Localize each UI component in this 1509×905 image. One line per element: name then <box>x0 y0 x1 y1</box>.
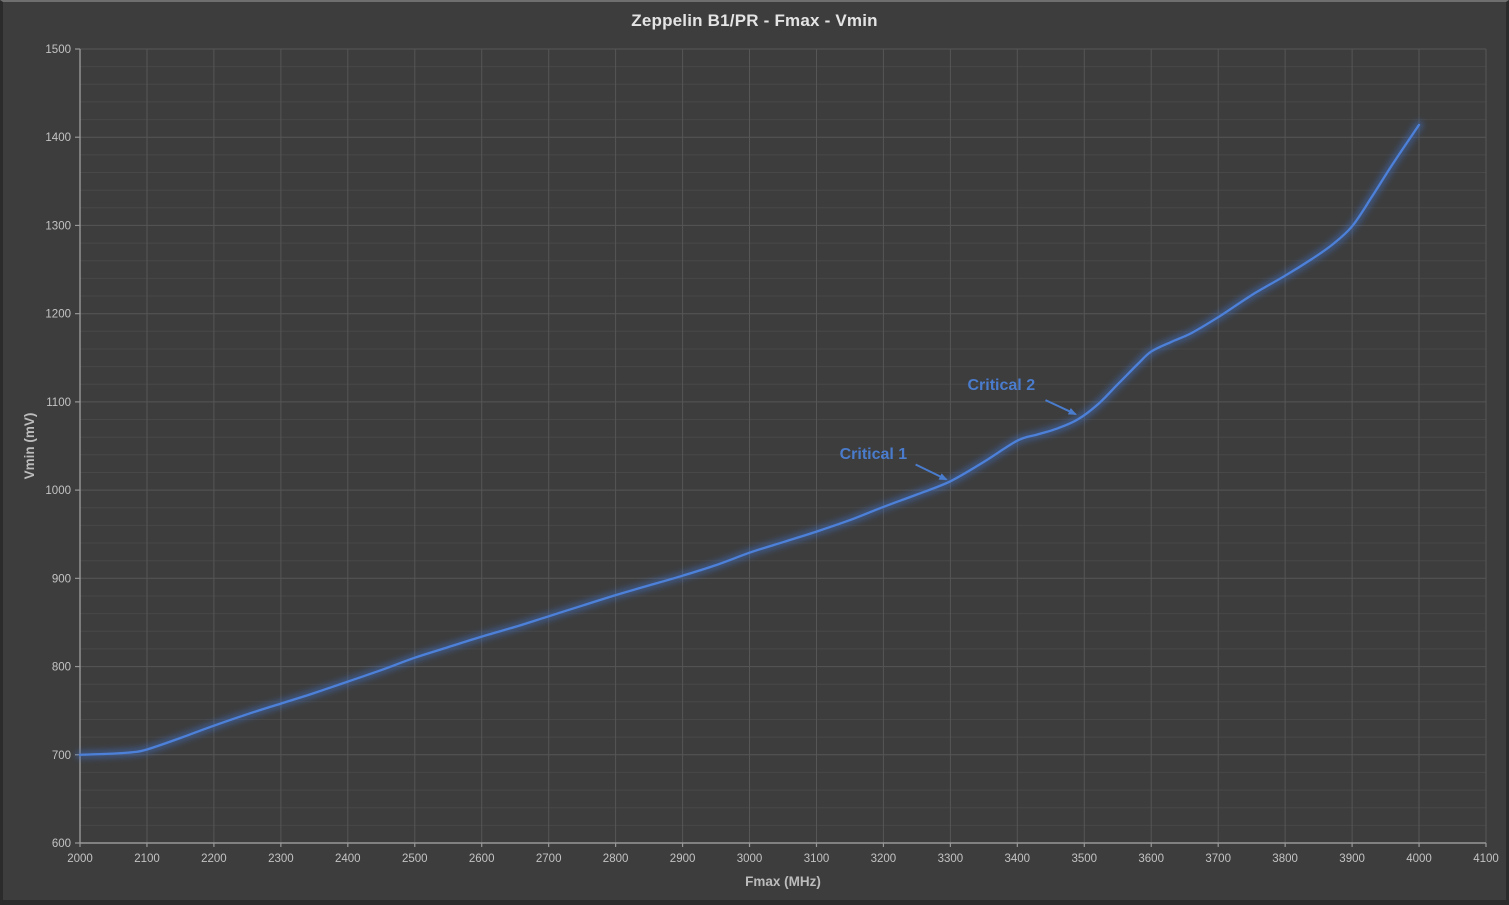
x-tick-label: 3200 <box>871 853 897 865</box>
curve-line <box>78 123 1421 756</box>
x-tick-label: 4000 <box>1406 853 1432 865</box>
axes <box>75 48 1487 847</box>
annotations: Critical 1 Critical 2 <box>840 377 1077 481</box>
y-tick-label: 900 <box>52 573 71 585</box>
y-tick-label: 1500 <box>45 44 71 56</box>
x-tick-label: 3700 <box>1205 853 1231 865</box>
x-tick-label: 2300 <box>268 853 294 865</box>
plot-area: 2000 2100 2200 2300 2400 2500 2600 2700 2800 2900… <box>22 44 1499 889</box>
x-tick-label: 3400 <box>1005 853 1031 865</box>
x-tick-label: 2700 <box>536 853 562 865</box>
x-tick-label: 2400 <box>335 853 361 865</box>
y-tick-label: 700 <box>52 750 71 762</box>
x-tick-label: 2200 <box>201 853 227 865</box>
vmin-curve <box>75 120 1424 760</box>
y-tick-label: 1200 <box>45 309 71 321</box>
x-tick-label: 3800 <box>1272 853 1298 865</box>
y-tick-label: 1400 <box>45 132 71 144</box>
x-tick-label: 3000 <box>737 853 763 865</box>
y-tick-label: 600 <box>52 838 71 850</box>
x-tick-label: 4100 <box>1473 853 1499 865</box>
y-axis-title: Vmin (mV) <box>22 413 37 480</box>
x-tick-label: 2000 <box>67 853 93 865</box>
annotation-label: Critical 1 <box>840 446 908 463</box>
y-tick-label: 1000 <box>45 485 71 497</box>
x-tick-label: 3100 <box>804 853 830 865</box>
chart-title: Zeppelin B1/PR - Fmax - Vmin <box>631 11 878 30</box>
x-tick-label: 3500 <box>1072 853 1098 865</box>
x-tick-label: 2100 <box>134 853 160 865</box>
annotation-arrow <box>915 463 948 481</box>
x-tick-label: 2500 <box>402 853 428 865</box>
tick-labels: 2000 2100 2200 2300 2400 2500 2600 2700 2800 2900… <box>45 44 1498 865</box>
x-tick-label: 3300 <box>938 853 964 865</box>
x-tick-label: 2600 <box>469 853 495 865</box>
y-tick-label: 1100 <box>46 397 71 409</box>
x-axis-title: Fmax (MHz) <box>745 874 821 889</box>
x-tick-label: 3900 <box>1339 853 1365 865</box>
annotation-arrow <box>1045 399 1077 416</box>
x-tick-label: 2900 <box>670 853 696 865</box>
x-tick-label: 2800 <box>603 853 629 865</box>
x-tick-label: 3600 <box>1138 853 1164 865</box>
annotation-label: Critical 2 <box>968 377 1036 394</box>
y-tick-label: 800 <box>52 662 71 674</box>
y-tick-label: 1300 <box>45 220 71 232</box>
gridlines <box>80 48 1487 843</box>
